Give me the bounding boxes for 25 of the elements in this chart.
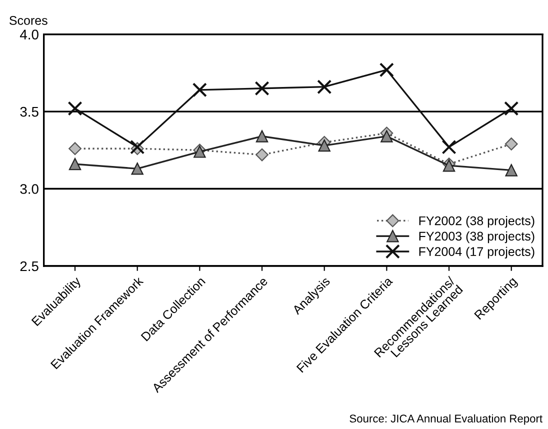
y-tick-label: 3.0 xyxy=(20,184,38,194)
legend-label: FY2002 (38 projects) xyxy=(419,216,534,228)
point xyxy=(68,158,82,170)
point xyxy=(318,139,330,152)
point xyxy=(131,162,144,175)
source-note: Source: JICA Annual Evaluation Report xyxy=(350,414,542,425)
point xyxy=(192,82,207,98)
y-tick-label: 3.5 xyxy=(20,106,38,117)
y-tick-label: 2.5 xyxy=(20,261,38,272)
point xyxy=(68,142,82,156)
point xyxy=(380,130,393,142)
point xyxy=(442,140,456,154)
legend-label: FY2003 (38 projects) xyxy=(419,231,534,244)
y-axis-title: Scores xyxy=(10,16,48,25)
point xyxy=(379,62,394,78)
point xyxy=(505,164,518,176)
point xyxy=(504,101,519,116)
point xyxy=(256,148,268,162)
point xyxy=(254,81,270,96)
point xyxy=(317,80,332,94)
y-tick-label: 4.0 xyxy=(20,30,38,40)
point xyxy=(68,101,82,116)
point xyxy=(504,138,518,150)
point xyxy=(256,130,268,142)
legend-label: FY2004 (17 projects) xyxy=(419,246,534,258)
